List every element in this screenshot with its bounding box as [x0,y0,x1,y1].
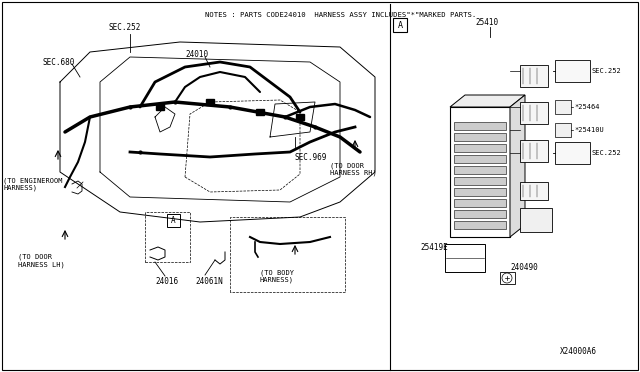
Bar [555,60,590,82]
Text: 24061N: 24061N [195,278,223,286]
Text: A: A [397,20,403,29]
Bar [145,212,190,262]
Text: X24000A6: X24000A6 [560,347,597,356]
Bar [520,140,548,162]
Bar [256,109,264,115]
Text: *25410U: *25410U [574,127,604,133]
Bar [454,166,506,174]
Text: 24010: 24010 [185,49,208,58]
Bar [206,99,214,105]
Text: SEC.680: SEC.680 [42,58,74,67]
Bar [296,114,304,120]
Bar [520,182,548,200]
Text: *25464: *25464 [574,104,600,110]
Bar [520,65,548,87]
Text: (TO DOOR
HARNESS RH): (TO DOOR HARNESS RH) [330,162,377,176]
Bar [445,244,485,272]
Bar [450,107,510,237]
Bar [500,272,515,284]
Text: A: A [171,215,175,224]
Bar [454,210,506,218]
Polygon shape [510,95,525,237]
Text: SEC.252: SEC.252 [592,150,621,156]
Text: (TO BODY
HARNESS): (TO BODY HARNESS) [260,269,294,283]
Bar [454,133,506,141]
Bar [520,208,552,232]
Text: SEC.252: SEC.252 [592,68,621,74]
Bar [393,18,407,32]
Bar [454,199,506,207]
Text: 25419E: 25419E [420,243,448,251]
Polygon shape [450,95,525,107]
Text: 240490: 240490 [510,263,538,272]
Bar [156,104,164,110]
Text: 24016: 24016 [155,278,178,286]
Bar [555,142,590,164]
Bar [167,214,180,227]
Text: SEC.252: SEC.252 [108,22,140,32]
Bar [454,144,506,152]
Bar [555,123,571,137]
Bar [555,100,571,114]
Bar [454,155,506,163]
Text: (TO ENGINEROOM
HARNESS): (TO ENGINEROOM HARNESS) [3,177,63,191]
Bar [454,122,506,130]
Bar [520,102,548,124]
Bar [454,188,506,196]
Bar [454,177,506,185]
Text: (TO DOOR
HARNESS LH): (TO DOOR HARNESS LH) [18,254,65,268]
Text: NOTES : PARTS CODE24010  HARNESS ASSY INCLUDES"*"MARKED PARTS.: NOTES : PARTS CODE24010 HARNESS ASSY INC… [205,12,476,18]
Text: 25410: 25410 [475,17,498,26]
Bar [454,221,506,229]
Text: SEC.969: SEC.969 [295,153,328,161]
